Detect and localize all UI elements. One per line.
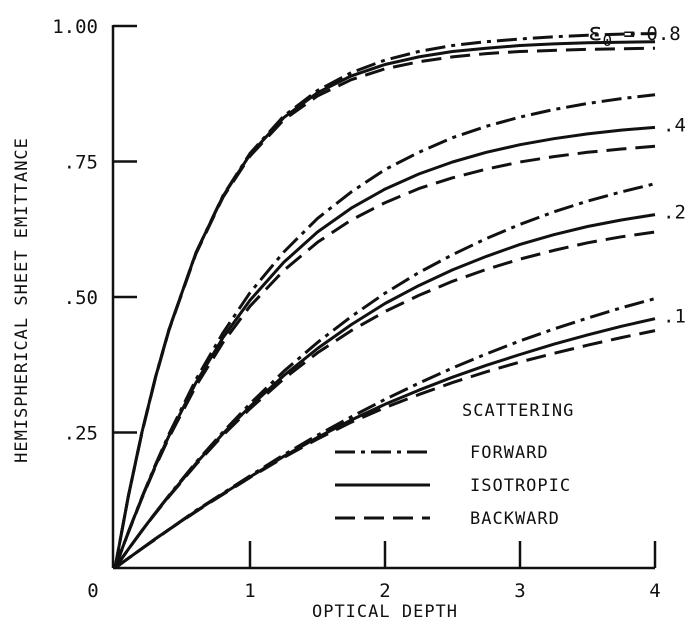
curve-eps4-dashed — [113, 144, 656, 569]
y-tick-label-3: 1.00 — [52, 16, 98, 38]
curve-eps4-dash-dot — [113, 93, 656, 569]
y-tick-label-1: .50 — [64, 287, 98, 309]
curve-eps1-dashed — [114, 329, 656, 570]
x-tick-label-0: 0 — [87, 580, 98, 602]
epsilon-symbol: ε — [588, 18, 602, 46]
curves — [113, 32, 656, 570]
epsilon-value: = 0.8 — [612, 23, 681, 45]
y-axis-title: HEMISPHERICAL SHEET EMITTANCE — [12, 137, 32, 463]
curve-labels: .1 .2 .4 — [663, 114, 686, 327]
curve-eps4-solid — [113, 125, 656, 569]
epsilon-subscript: 0 — [602, 31, 612, 50]
curve-label-0: .1 — [663, 306, 686, 328]
legend-title: SCATTERING — [462, 401, 574, 421]
x-tick-label-3: 3 — [514, 580, 525, 602]
curve-label-1: .2 — [663, 202, 686, 224]
legend-label-backward: BACKWARD — [470, 509, 560, 529]
y-tick-label-0: .25 — [64, 423, 98, 445]
legend-label-isotropic: ISOTROPIC — [470, 476, 571, 496]
x-tick-label-1: 1 — [244, 580, 255, 602]
x-axis-title: OPTICAL DEPTH — [312, 602, 458, 622]
legend: SCATTERING FORWARD ISOTROPIC BACKWARD — [335, 401, 574, 529]
legend-label-forward: FORWARD — [470, 443, 549, 463]
epsilon-annotation: ε0 = 0.8 — [588, 18, 681, 50]
ticks: 0 1 2 3 4 .25 .50 .75 1.00 — [52, 16, 660, 602]
curve-eps1-solid — [114, 317, 656, 570]
curve-eps2-dashed — [113, 230, 656, 569]
curve-eps08-dashed — [113, 46, 656, 569]
x-tick-label-2: 2 — [379, 580, 390, 602]
x-tick-label-4: 4 — [649, 580, 660, 602]
curve-eps2-solid — [113, 213, 656, 569]
curve-eps08-dash-dot — [113, 32, 656, 569]
y-tick-label-2: .75 — [64, 152, 98, 174]
curve-label-2: .4 — [663, 114, 686, 136]
